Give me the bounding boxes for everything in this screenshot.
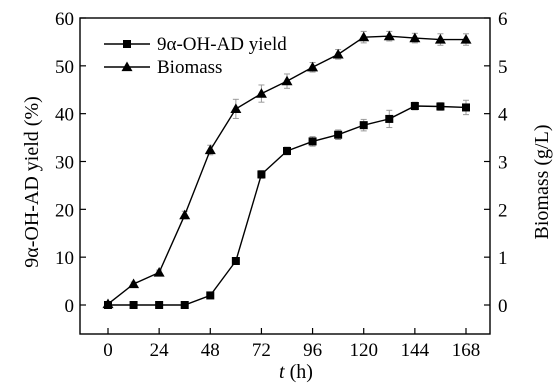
x-tick-label: 120 xyxy=(349,340,378,361)
x-tick-label: 0 xyxy=(103,340,113,361)
x-axis-title: t (h) xyxy=(279,361,313,383)
yield-point xyxy=(129,301,138,309)
yield-point xyxy=(308,137,317,146)
yield-point xyxy=(206,291,215,300)
y-tick-label: 20 xyxy=(55,200,74,221)
biomass-point xyxy=(460,34,472,44)
x-tick-label: 72 xyxy=(252,340,271,361)
y-tick-label: 30 xyxy=(55,153,74,174)
y2-tick-label: 0 xyxy=(498,296,508,317)
legend-label-yield: 9α-OH-AD yield xyxy=(157,34,287,55)
y2-tick-label: 4 xyxy=(498,105,508,126)
biomass-point xyxy=(307,61,319,72)
y-tick-label: 0 xyxy=(65,296,75,317)
legend-marker-biomass xyxy=(121,61,133,72)
y2-tick-label: 1 xyxy=(498,248,508,269)
biomass-point xyxy=(102,298,114,309)
biomass-point xyxy=(179,209,191,220)
yield-point xyxy=(385,114,394,123)
legend-marker-yield xyxy=(123,40,131,48)
biomass-point xyxy=(255,88,267,98)
y-tick-label: 50 xyxy=(55,57,74,78)
biomass-point xyxy=(281,75,293,86)
biomass-point xyxy=(409,32,421,43)
biomass-point xyxy=(383,30,395,41)
yield-point xyxy=(436,102,445,111)
y2-tick-label: 6 xyxy=(498,9,508,30)
biomass-point xyxy=(358,31,370,42)
plot-area: 0 24 48 72 96 120 144 168 0 10 20 30 40 50 60 0 1 2 3 4 5 6 xyxy=(55,9,508,361)
yield-point xyxy=(283,146,291,155)
y-axis-title: 9α-OH-AD yield (%) xyxy=(21,96,43,268)
y2-tick-label: 2 xyxy=(498,200,508,221)
x-tick-label: 48 xyxy=(201,340,220,361)
biomass-point xyxy=(332,48,344,59)
biomass-point xyxy=(128,278,140,289)
y-tick-label: 10 xyxy=(55,248,74,269)
x-tick-label: 96 xyxy=(303,340,322,361)
legend-label-biomass: Biomass xyxy=(157,57,222,78)
biomass-point xyxy=(434,34,446,44)
biomass-point xyxy=(204,144,216,155)
y2-axis-title: Biomass (g/L) xyxy=(531,125,553,240)
yield-point xyxy=(462,103,470,112)
yield-point xyxy=(257,170,266,179)
yield-point xyxy=(180,301,189,309)
biomass-point xyxy=(153,266,165,277)
biomass-point xyxy=(230,103,242,114)
yield-point xyxy=(231,256,240,265)
y2-tick-label: 5 xyxy=(498,57,508,78)
yield-point xyxy=(410,102,419,111)
yield-point xyxy=(155,301,164,309)
y-tick-label: 60 xyxy=(55,9,74,30)
x-tick-label: 168 xyxy=(452,340,481,361)
y2-tick-label: 3 xyxy=(498,153,508,174)
yield-point xyxy=(359,121,368,130)
yield-point xyxy=(334,130,343,139)
x-tick-label: 144 xyxy=(401,340,430,361)
x-tick-label: 24 xyxy=(150,340,170,361)
plot-frame xyxy=(79,17,491,335)
y-tick-label: 40 xyxy=(55,105,74,126)
